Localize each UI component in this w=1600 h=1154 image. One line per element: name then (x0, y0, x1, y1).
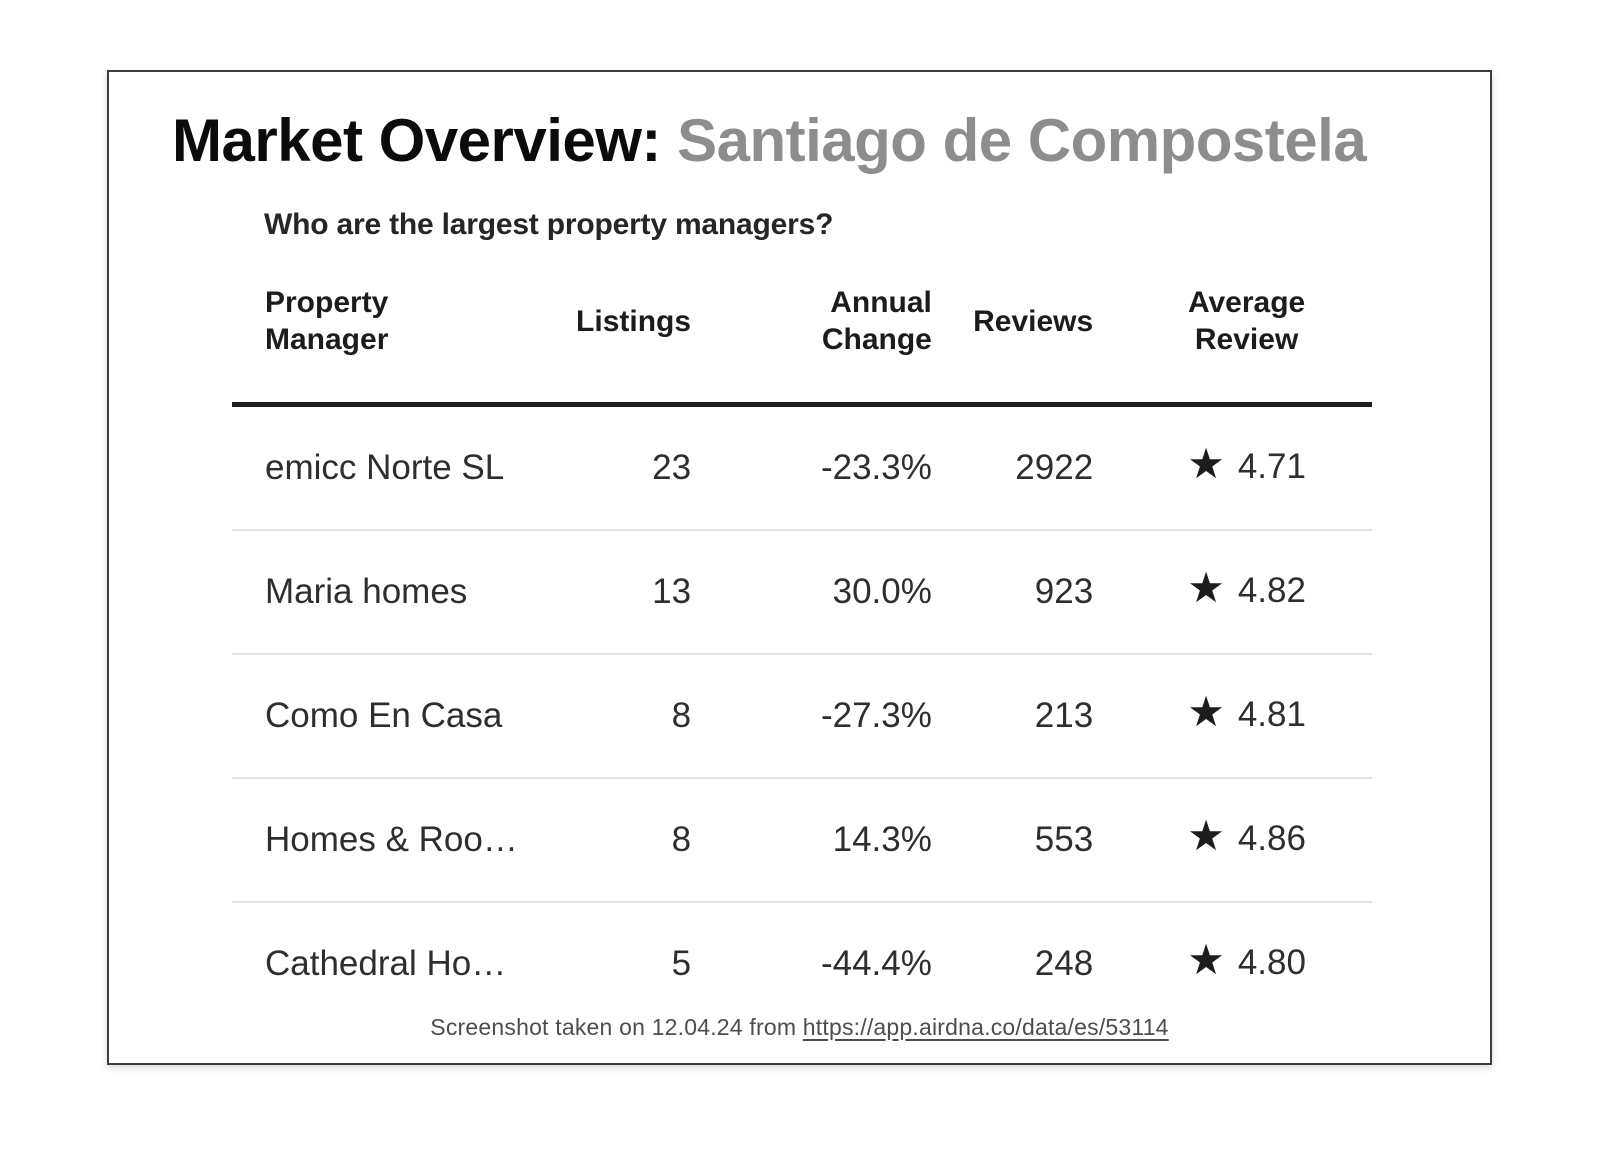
average-review-value: 4.81 (1237, 695, 1306, 734)
table-row: Como En Casa 8 -27.3% 213 ★ 4.81 (232, 653, 1372, 778)
cell-annual-change: 14.3% (721, 777, 956, 902)
column-header-average-review: Average Review (1121, 242, 1372, 407)
average-review-rating: ★ 4.81 (1187, 688, 1306, 736)
column-header-listings: Listings (566, 242, 722, 407)
cell-annual-change: -44.4% (721, 901, 956, 1025)
table-row: Homes & Roo… 8 14.3% 553 ★ 4.86 (232, 777, 1372, 902)
star-icon: ★ (1187, 812, 1225, 859)
cell-listings: 5 (566, 901, 722, 1025)
column-header-reviews: Reviews (955, 242, 1122, 407)
table-header-row: Property Manager Listings Annual Change Rev… (232, 242, 1372, 407)
page-title-prefix: Market Overview: (172, 107, 661, 174)
table-question: Who are the largest property managers? (264, 208, 834, 241)
cell-average-review: ★ 4.81 (1121, 653, 1372, 778)
cell-listings: 13 (566, 529, 722, 654)
footer-caption: Screenshot taken on 12.04.24 from https:… (109, 1014, 1490, 1041)
page-title-market-name: Santiago de Compostela (677, 107, 1367, 174)
cell-reviews: 213 (955, 653, 1122, 778)
cell-annual-change: 30.0% (721, 529, 956, 654)
cell-annual-change: -23.3% (820, 448, 932, 487)
average-review-rating: ★ 4.80 (1187, 936, 1306, 984)
cell-property-manager: Cathedral Ho… (232, 901, 567, 1025)
average-review-value: 4.71 (1237, 447, 1306, 486)
market-overview-card: Market Overview: Santiago de Compostela … (107, 70, 1492, 1065)
table-row: emicc Norte SL 23 -23.3% 2922 ★ 4.71 (232, 405, 1372, 531)
table-row: Cathedral Ho… 5 -44.4% 248 ★ 4.80 (232, 901, 1372, 1025)
cell-average-review: ★ 4.82 (1121, 529, 1372, 654)
star-icon: ★ (1187, 564, 1225, 611)
cell-property-manager: Homes & Roo… (232, 777, 567, 902)
average-review-value: 4.80 (1237, 943, 1306, 982)
cell-annual-change: -27.3% (721, 653, 956, 778)
cell-property-manager: emicc Norte SL (265, 448, 505, 487)
average-review-rating: ★ 4.86 (1187, 812, 1306, 860)
average-review-rating: ★ 4.71 (1187, 440, 1306, 488)
cell-property-manager: Maria homes (232, 529, 567, 654)
property-managers-table: Property Manager Listings Annual Change Rev… (232, 242, 1372, 1025)
cell-reviews: 553 (955, 777, 1122, 902)
average-review-value: 4.82 (1237, 571, 1306, 610)
star-icon: ★ (1187, 440, 1225, 487)
column-header-annual-change: Annual Change (721, 242, 956, 407)
cell-reviews: 248 (955, 901, 1122, 1025)
column-header-property-manager: Property Manager (232, 242, 567, 407)
average-review-rating: ★ 4.82 (1187, 564, 1306, 612)
cell-property-manager: Como En Casa (232, 653, 567, 778)
cell-reviews: 923 (955, 529, 1122, 654)
footer-link[interactable]: https://app.airdna.co/data/es/53114 (802, 1014, 1169, 1040)
cell-listings: 8 (566, 777, 722, 902)
footer-text: Screenshot taken on 12.04.24 from (430, 1014, 797, 1040)
table-row: Maria homes 13 30.0% 923 ★ 4.82 (232, 529, 1372, 654)
cell-listings: 23 (652, 448, 692, 487)
cell-listings: 8 (566, 653, 722, 778)
cell-average-review: ★ 4.80 (1121, 901, 1372, 1025)
cell-reviews: 2922 (1015, 448, 1094, 487)
cell-average-review: ★ 4.71 (1121, 405, 1372, 531)
page-title: Market Overview: Santiago de Compostela (172, 108, 1490, 174)
star-icon: ★ (1187, 936, 1225, 983)
average-review-value: 4.86 (1237, 819, 1306, 858)
star-icon: ★ (1187, 688, 1225, 735)
cell-average-review: ★ 4.86 (1121, 777, 1372, 902)
